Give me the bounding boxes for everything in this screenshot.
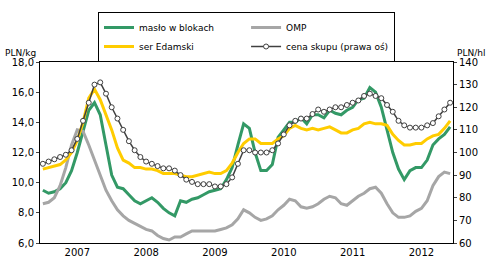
svg-text:70: 70: [459, 215, 472, 226]
svg-text:10,0: 10,0: [12, 177, 34, 188]
svg-text:80: 80: [459, 192, 472, 203]
svg-text:100: 100: [459, 147, 478, 158]
svg-text:PLN/kg: PLN/kg: [5, 48, 36, 58]
svg-text:2011: 2011: [340, 247, 365, 258]
svg-text:16,0: 16,0: [12, 87, 34, 98]
svg-text:6,0: 6,0: [18, 238, 34, 249]
svg-text:PLN/hl: PLN/hl: [457, 48, 485, 58]
svg-text:2007: 2007: [65, 247, 90, 258]
svg-text:masło w blokach: masło w blokach: [139, 23, 214, 33]
svg-text:ser Edamski: ser Edamski: [139, 42, 194, 52]
svg-text:8,0: 8,0: [18, 207, 34, 218]
svg-text:120: 120: [459, 102, 478, 113]
svg-text:cena skupu (prawa oś): cena skupu (prawa oś): [286, 42, 388, 52]
svg-text:2009: 2009: [202, 247, 227, 258]
svg-text:2010: 2010: [271, 247, 296, 258]
svg-text:18,0: 18,0: [12, 57, 34, 68]
svg-text:130: 130: [459, 79, 478, 90]
svg-text:110: 110: [459, 124, 478, 135]
svg-text:2008: 2008: [133, 247, 158, 258]
svg-text:OMP: OMP: [286, 23, 307, 33]
svg-text:90: 90: [459, 170, 472, 181]
svg-text:2012: 2012: [409, 247, 434, 258]
svg-text:60: 60: [459, 238, 472, 249]
svg-text:140: 140: [459, 57, 478, 68]
svg-text:12,0: 12,0: [12, 147, 34, 158]
svg-text:14,0: 14,0: [12, 117, 34, 128]
